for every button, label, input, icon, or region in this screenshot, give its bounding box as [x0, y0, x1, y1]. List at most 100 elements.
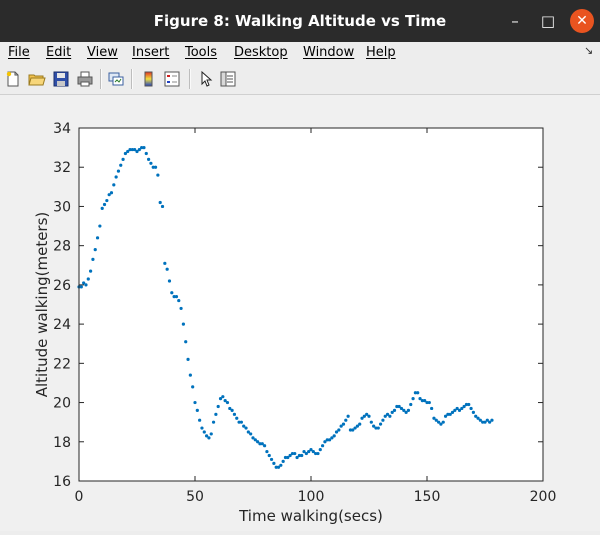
data-point — [490, 418, 494, 422]
x-tick-label: 100 — [298, 489, 325, 505]
menu-desktop[interactable]: Desktop — [234, 45, 288, 60]
data-point — [123, 151, 127, 156]
data-point — [211, 420, 216, 424]
y-tick-label: 26 — [53, 278, 71, 294]
data-point — [467, 402, 471, 407]
data-point — [177, 298, 181, 303]
data-point — [293, 451, 297, 456]
menu-insert[interactable]: Insert — [132, 45, 170, 60]
property-editor-icon[interactable] — [219, 70, 237, 88]
data-point — [481, 420, 485, 424]
menu-view[interactable]: View — [87, 45, 118, 60]
data-point — [453, 408, 457, 412]
data-point — [290, 451, 295, 456]
menu-window[interactable]: Window — [303, 45, 355, 60]
altitude-plot[interactable]: 0 50 100 150 200 16 18 20 22 24 26 28 30 32 34 Time wal… — [0, 95, 600, 531]
data-point — [137, 147, 141, 152]
data-point — [156, 173, 160, 177]
data-point — [269, 457, 274, 462]
data-point — [84, 283, 88, 287]
data-point — [418, 397, 422, 401]
menu-edit[interactable]: Edit — [46, 45, 72, 60]
data-point — [448, 412, 452, 416]
data-point — [309, 448, 313, 452]
axes-background — [79, 128, 543, 481]
data-point — [140, 146, 144, 150]
data-point — [397, 404, 401, 409]
data-point — [404, 410, 408, 414]
data-point — [332, 434, 336, 438]
insert-legend-icon[interactable] — [163, 70, 181, 88]
data-point — [121, 157, 125, 161]
data-point — [390, 410, 394, 414]
toolbar-separator — [131, 69, 133, 89]
data-point — [214, 412, 218, 416]
link-plot-icon[interactable] — [107, 70, 125, 88]
data-point — [174, 295, 179, 299]
data-point — [464, 402, 469, 407]
data-point — [339, 424, 343, 428]
data-point — [297, 453, 301, 458]
print-icon[interactable] — [76, 70, 94, 88]
menu-file[interactable]: File — [8, 45, 30, 60]
data-point — [351, 428, 355, 432]
data-point — [225, 400, 230, 405]
menu-help[interactable]: Help — [366, 45, 396, 60]
data-point — [256, 440, 260, 444]
save-icon[interactable] — [52, 70, 70, 88]
data-point — [232, 412, 237, 416]
new-figure-icon[interactable] — [4, 70, 22, 88]
data-point — [179, 306, 183, 311]
menu-tools[interactable]: Tools — [185, 45, 218, 60]
menu-dock-arrow-icon[interactable]: ↘ — [584, 44, 594, 57]
axes-box — [78, 127, 544, 482]
data-point — [476, 416, 480, 420]
x-tick-label: 50 — [186, 489, 204, 505]
data-point — [242, 424, 246, 428]
title-bar[interactable]: Figure 8: Walking Altitude vs Time – □ ✕ — [0, 0, 600, 42]
data-point — [360, 416, 364, 420]
data-point — [126, 149, 130, 154]
data-point — [323, 440, 327, 444]
data-point — [478, 418, 482, 422]
y-tick-label: 22 — [53, 356, 71, 372]
y-tick-label: 34 — [53, 121, 71, 137]
data-point — [409, 402, 413, 407]
data-point — [425, 400, 429, 405]
data-point — [279, 463, 283, 467]
data-point — [216, 404, 220, 409]
data-point — [230, 408, 234, 412]
data-point — [295, 455, 299, 460]
data-point — [488, 420, 492, 424]
data-point — [420, 398, 424, 403]
data-point — [153, 165, 158, 169]
insert-colorbar-icon[interactable] — [140, 70, 158, 88]
data-point — [327, 438, 332, 442]
pointer-icon[interactable] — [197, 70, 215, 88]
data-point — [423, 398, 427, 403]
y-tick-label: 16 — [53, 474, 71, 490]
data-point — [485, 418, 489, 422]
data-point — [246, 430, 250, 434]
data-point — [221, 395, 225, 399]
minimize-button[interactable]: – — [511, 12, 519, 30]
close-button[interactable]: ✕ — [570, 9, 594, 33]
maximize-button[interactable]: □ — [540, 12, 556, 30]
data-point — [341, 422, 346, 426]
data-point — [439, 422, 443, 426]
data-point — [147, 157, 151, 161]
open-file-icon[interactable] — [28, 70, 46, 88]
data-point — [455, 406, 459, 411]
data-point — [149, 161, 153, 165]
data-point — [267, 453, 271, 458]
data-point — [170, 291, 174, 295]
x-axis-label: Time walking(secs) — [238, 507, 383, 525]
data-point — [406, 408, 411, 412]
data-point — [334, 430, 339, 434]
data-point — [244, 426, 248, 430]
data-point — [348, 428, 353, 432]
data-point — [100, 206, 104, 211]
y-tick-label: 30 — [53, 199, 71, 215]
data-point — [288, 453, 292, 458]
data-point — [202, 430, 206, 434]
